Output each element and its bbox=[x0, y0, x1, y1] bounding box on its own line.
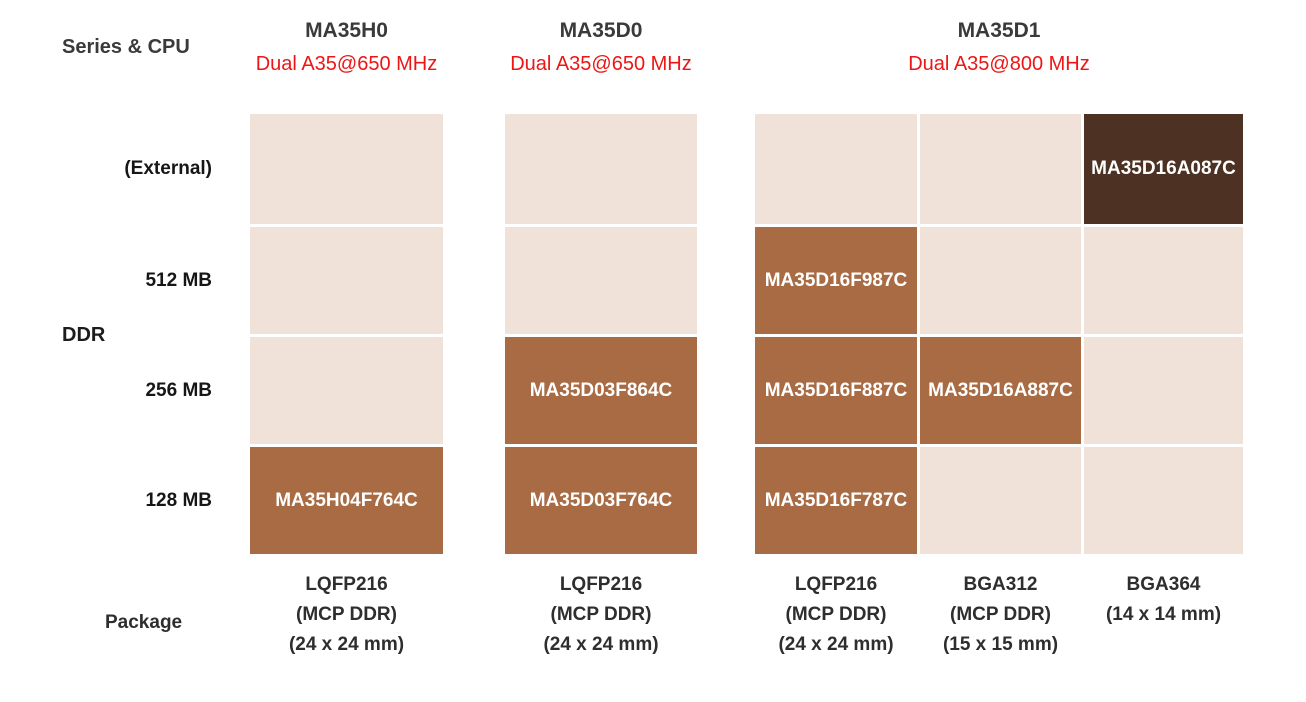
matrix-cell bbox=[250, 114, 443, 224]
package-type: (MCP DDR) bbox=[550, 604, 652, 625]
series-header-ma35d1: MA35D1 Dual A35@800 MHz bbox=[755, 19, 1243, 76]
series-cpu-label: Series & CPU bbox=[62, 36, 190, 58]
row-label-512mb: 512 MB bbox=[145, 270, 212, 291]
matrix-cell: MA35D16A887C bbox=[920, 337, 1081, 444]
series-cpu-spec: Dual A35@800 MHz bbox=[908, 53, 1090, 75]
matrix-column-ma35d1-lqfp216: MA35D16F987C MA35D16F887C MA35D16F787C bbox=[755, 114, 917, 554]
package-type: (MCP DDR) bbox=[296, 604, 397, 625]
matrix-cell bbox=[505, 227, 697, 334]
series-name: MA35D0 bbox=[559, 19, 643, 42]
matrix-cell: MA35D03F764C bbox=[505, 447, 697, 554]
matrix-cell bbox=[1084, 227, 1243, 334]
package-name: LQFP216 bbox=[559, 574, 643, 595]
package-name: BGA312 bbox=[963, 574, 1038, 595]
row-label-256mb: 256 MB bbox=[145, 380, 212, 401]
matrix-cell bbox=[250, 227, 443, 334]
matrix-cell bbox=[920, 227, 1081, 334]
matrix-cell bbox=[250, 337, 443, 444]
package-info-col4: BGA312 (MCP DDR) (15 x 15 mm) bbox=[920, 570, 1081, 660]
package-name: LQFP216 bbox=[794, 574, 878, 595]
part-number: MA35D03F864C bbox=[529, 379, 673, 401]
matrix-cell bbox=[920, 447, 1081, 554]
matrix-column-ma35h0-lqfp216: MA35H04F764C bbox=[250, 114, 443, 554]
row-label-128mb: 128 MB bbox=[145, 490, 212, 511]
package-type: (MCP DDR) bbox=[785, 604, 887, 625]
package-size: (14 x 14 mm) bbox=[1105, 604, 1222, 625]
package-info-col1: LQFP216 (MCP DDR) (24 x 24 mm) bbox=[250, 570, 443, 660]
package-size: (24 x 24 mm) bbox=[288, 634, 405, 655]
matrix-column-ma35d1-bga364: MA35D16A087C bbox=[1084, 114, 1243, 554]
matrix-cell bbox=[755, 114, 917, 224]
package-type: (MCP DDR) bbox=[950, 604, 1051, 625]
series-header-ma35d0: MA35D0 Dual A35@650 MHz bbox=[505, 19, 697, 76]
matrix-cell bbox=[1084, 337, 1243, 444]
part-number: MA35D16F887C bbox=[764, 379, 908, 401]
part-number: MA35H04F764C bbox=[275, 489, 418, 511]
series-name: MA35H0 bbox=[305, 19, 388, 42]
matrix-cell: MA35D16A087C bbox=[1084, 114, 1243, 224]
matrix-cell bbox=[920, 114, 1081, 224]
series-cpu-spec: Dual A35@650 MHz bbox=[255, 53, 438, 75]
part-number: MA35D16F987C bbox=[764, 269, 908, 291]
ddr-axis-label: DDR bbox=[62, 324, 106, 346]
matrix-cell: MA35H04F764C bbox=[250, 447, 443, 554]
part-number: MA35D03F764C bbox=[529, 489, 673, 511]
package-name: BGA364 bbox=[1126, 574, 1201, 595]
series-name: MA35D1 bbox=[957, 19, 1041, 42]
package-size: (24 x 24 mm) bbox=[778, 634, 894, 655]
part-number: MA35D16A887C bbox=[928, 379, 1073, 401]
package-size: (24 x 24 mm) bbox=[543, 634, 659, 655]
series-cpu-spec: Dual A35@650 MHz bbox=[510, 53, 692, 75]
matrix-cell: MA35D16F787C bbox=[755, 447, 917, 554]
series-header-ma35h0: MA35H0 Dual A35@650 MHz bbox=[250, 19, 443, 76]
package-name: LQFP216 bbox=[305, 574, 388, 595]
part-number: MA35D16A087C bbox=[1091, 158, 1236, 179]
matrix-cell bbox=[505, 114, 697, 224]
matrix-cell bbox=[1084, 447, 1243, 554]
matrix-cell: MA35D16F987C bbox=[755, 227, 917, 334]
matrix-column-ma35d0-lqfp216: MA35D03F864C MA35D03F764C bbox=[505, 114, 697, 554]
matrix-column-ma35d1-bga312: MA35D16A887C bbox=[920, 114, 1081, 554]
matrix-cell: MA35D16F887C bbox=[755, 337, 917, 444]
part-number: MA35D16F787C bbox=[764, 489, 908, 511]
package-axis-label: Package bbox=[105, 612, 183, 633]
row-label-external: (External) bbox=[124, 158, 212, 179]
package-info-col3: LQFP216 (MCP DDR) (24 x 24 mm) bbox=[755, 570, 917, 660]
package-info-col5: BGA364 (14 x 14 mm) bbox=[1084, 570, 1243, 630]
package-size: (15 x 15 mm) bbox=[942, 634, 1059, 655]
matrix-cell: MA35D03F864C bbox=[505, 337, 697, 444]
package-info-col2: LQFP216 (MCP DDR) (24 x 24 mm) bbox=[505, 570, 697, 660]
